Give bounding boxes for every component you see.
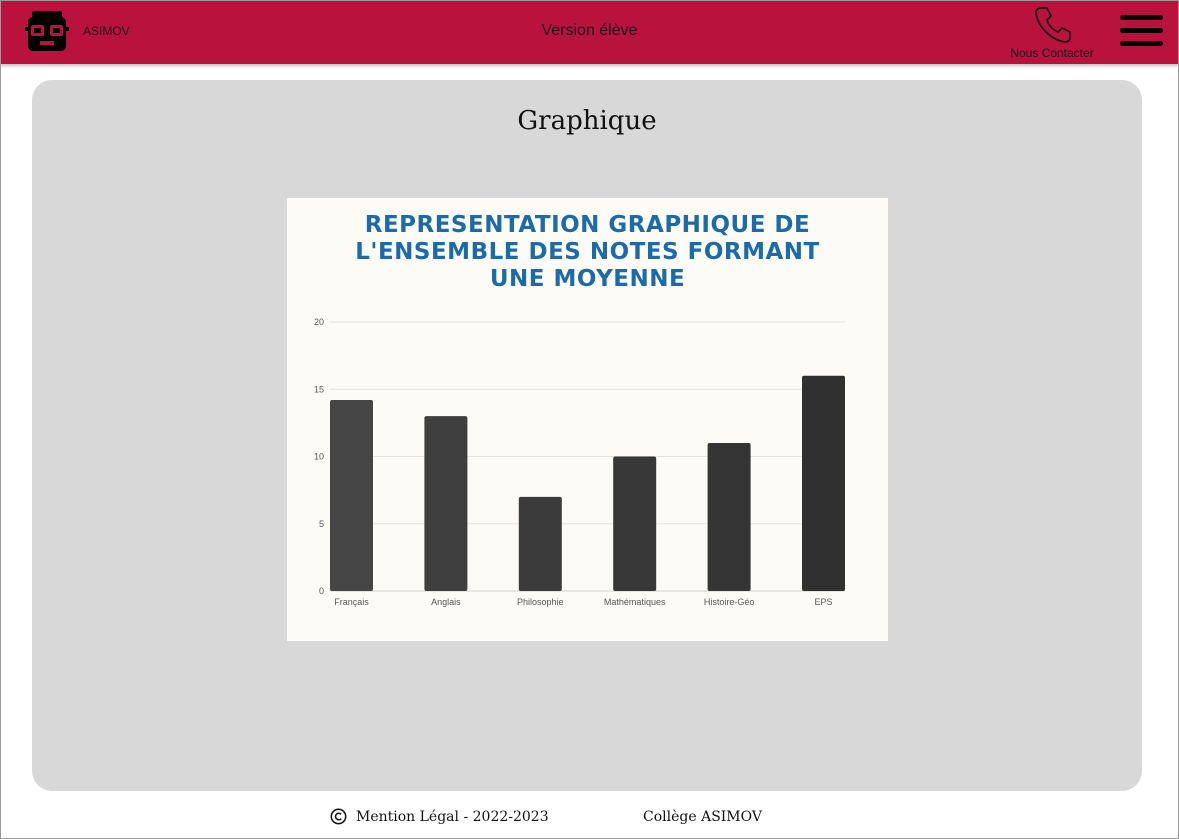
chart-title-line-2: L'ENSEMBLE DES NOTES FORMANT: [355, 239, 820, 265]
hamburger-menu-icon[interactable]: [1120, 13, 1164, 49]
chart-container: REPRESENTATION GRAPHIQUE DE L'ENSEMBLE D…: [287, 198, 888, 641]
top-bar: ASIMOV Version élève Nous Contacter: [0, 0, 1179, 64]
x-tick-label: EPS: [814, 597, 832, 607]
bar-4: [707, 443, 751, 591]
bar-0: [330, 400, 373, 591]
version-label: Version élève: [541, 22, 638, 39]
bar-1: [424, 416, 468, 591]
chart-title: REPRESENTATION GRAPHIQUE DE L'ENSEMBLE D…: [287, 212, 888, 293]
y-tick-label: 20: [314, 317, 324, 327]
x-tick-label: Philosophie: [517, 597, 564, 607]
y-tick-label: 5: [319, 519, 324, 529]
y-tick-label: 15: [314, 384, 324, 394]
brand-name: ASIMOV: [83, 24, 130, 38]
x-tick-label: Français: [334, 597, 369, 607]
bar-3: [613, 456, 657, 591]
footer: Mention Légal - 2022-2023 Collège ASIMOV: [0, 806, 1179, 830]
x-tick-label: Mathématiques: [604, 597, 666, 607]
x-tick-label: Histoire-Géo: [704, 597, 755, 607]
chart-title-line-1: REPRESENTATION GRAPHIQUE DE: [364, 212, 811, 238]
y-tick-label: 10: [314, 452, 324, 462]
nerd-face-icon[interactable]: [24, 9, 70, 53]
contact-label: Nous Contacter: [1010, 46, 1094, 60]
bar-2: [518, 496, 562, 591]
page-title: Graphique: [517, 106, 657, 136]
college-name: Collège ASIMOV: [643, 809, 762, 825]
contact-button[interactable]: Nous Contacter: [1000, 4, 1104, 62]
main-card: Graphique REPRESENTATION GRAPHIQUE DE L'…: [32, 80, 1142, 791]
copyright-icon: [330, 808, 347, 825]
bar-chart: 0 5 10 15 20 Français Anglais Philosophie Mathém…: [314, 317, 845, 607]
chart-title-line-3: UNE MOYENNE: [489, 266, 686, 292]
y-tick-label: 0: [319, 586, 324, 596]
bar-5: [802, 375, 845, 591]
legal-mention-link[interactable]: Mention Légal - 2022-2023: [356, 809, 549, 825]
phone-icon: [1035, 7, 1071, 43]
x-tick-label: Anglais: [431, 597, 461, 607]
